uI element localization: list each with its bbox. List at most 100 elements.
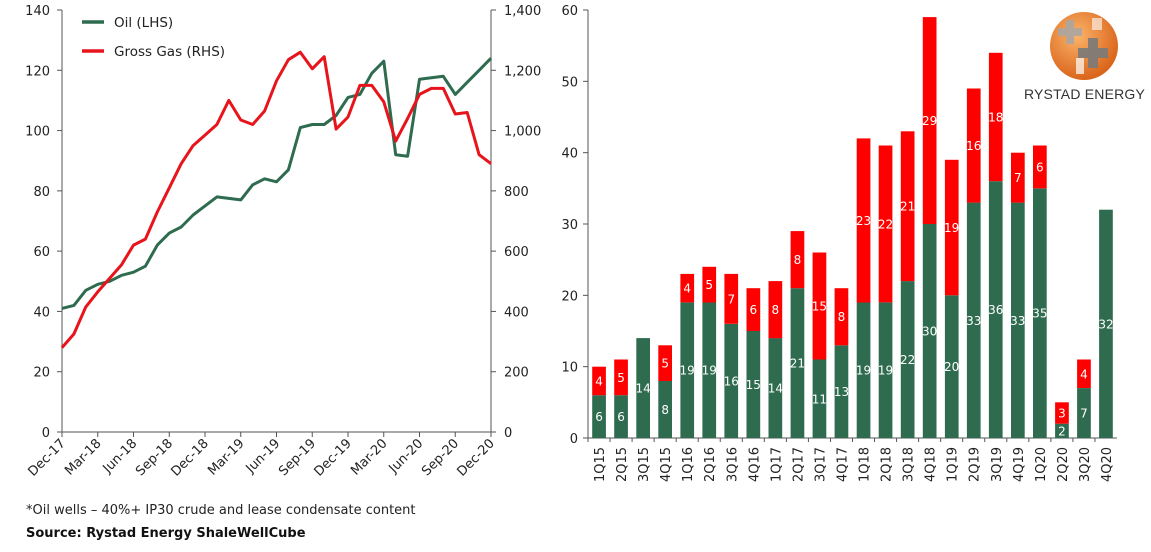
rystad-globe-icon: [1050, 12, 1118, 80]
bar-data-label: 35: [1032, 307, 1047, 321]
bar-data-label: 21: [790, 357, 805, 371]
bar-x-tick-label: 2Q20: [1056, 447, 1071, 482]
bar-x-tick-label: 1Q19: [946, 447, 961, 482]
bar-x-tick-label: 1Q18: [858, 447, 873, 482]
oil-wells-bar: [1077, 388, 1091, 438]
x-tick-label: Mar-18: [62, 436, 104, 478]
left-y-tick-label: 100: [25, 125, 50, 140]
bar-x-tick-label: 3Q16: [725, 447, 740, 482]
left-y-tick-label: 80: [33, 185, 50, 200]
oil-wells-bar: [592, 395, 606, 438]
bar-data-label: 29: [922, 114, 937, 128]
gas-wells-bar: [944, 159, 959, 296]
bar-data-label: 6: [595, 410, 603, 424]
right-y-tick-label: 800: [504, 185, 529, 200]
bar-x-tick-label: 4Q20: [1100, 447, 1115, 482]
bar-x-tick-label: 4Q16: [747, 447, 762, 482]
bar-x-tick-label: 4Q15: [659, 447, 674, 482]
bar-y-tick-label: 50: [561, 75, 578, 90]
gas-wells-bar: [614, 359, 628, 396]
bar-data-label: 16: [966, 139, 981, 153]
bar-data-label: 19: [944, 221, 959, 235]
bar-x-tick-label: 1Q15: [593, 447, 608, 482]
gas-series-line: [60, 50, 492, 349]
gas-wells-bar: [790, 231, 805, 289]
bar-data-label: 33: [966, 314, 981, 328]
oil-wells-bar: [1011, 202, 1025, 438]
bar-data-label: 19: [680, 364, 695, 378]
bar-x-tick-label: 2Q15: [615, 447, 630, 482]
oil-wells-bar: [768, 338, 783, 438]
gas-wells-bar: [658, 345, 672, 381]
left-y-tick-label: 140: [25, 4, 50, 19]
bar-x-tick-label: 4Q19: [1012, 447, 1027, 482]
bar-data-label: 30: [922, 325, 937, 339]
bar-x-tick-label: 1Q17: [769, 447, 784, 482]
gas-wells-bar: [1033, 145, 1047, 189]
bar-x-tick-label: 1Q16: [681, 447, 696, 482]
oil-wells-bar: [944, 295, 959, 438]
x-tick-label: Dec-17: [25, 436, 68, 479]
oil-wells-bar: [680, 302, 695, 438]
x-tick-label: Mar-20: [348, 436, 390, 478]
charts-canvas: 02040608010012014002004006008001,0001,20…: [25, 4, 1117, 482]
oil-wells-bar: [900, 281, 915, 438]
bar-x-tick-label: 3Q17: [813, 447, 828, 482]
bar-x-tick-label: 4Q18: [924, 447, 939, 482]
bar-x-tick-label: 1Q20: [1034, 447, 1049, 482]
bar-data-label: 8: [772, 303, 780, 317]
x-tick-label: Sep-18: [133, 436, 176, 479]
bar-y-tick-label: 60: [561, 4, 578, 19]
x-tick-label: Mar-19: [205, 436, 247, 478]
bar-y-tick-label: 10: [561, 361, 578, 376]
right-y-tick-label: 400: [504, 305, 529, 320]
gas-wells-bar: [988, 52, 1003, 182]
x-tick-label: Sep-19: [276, 436, 319, 479]
bar-data-label: 6: [617, 410, 625, 424]
oil-wells-bar: [702, 302, 717, 438]
bar-x-tick-label: 2Q19: [968, 447, 983, 482]
gas-wells-bar: [922, 17, 937, 224]
legend-label: Gross Gas (RHS): [114, 44, 225, 60]
bar-data-label: 22: [878, 218, 893, 232]
bar-data-label: 11: [812, 392, 827, 406]
oil-wells-bar: [966, 202, 981, 438]
gas-wells-bar: [1011, 152, 1025, 203]
gas-wells-bar: [702, 266, 717, 303]
gas-wells-bar: [592, 366, 606, 396]
bar-data-label: 19: [856, 364, 871, 378]
bar-data-label: 22: [900, 353, 915, 367]
oil-series-line: [61, 57, 493, 310]
bar-data-label: 13: [834, 385, 849, 399]
gas-wells-bar: [966, 88, 981, 203]
oil-wells-bar: [636, 338, 650, 438]
oil-wells-bar: [746, 331, 761, 438]
rystad-logo: RYSTAD ENERGY: [1022, 8, 1147, 108]
oil-wells-bar: [834, 345, 849, 438]
bar-data-label: 4: [1080, 367, 1088, 381]
bar-data-label: 19: [878, 364, 893, 378]
gas-wells-bar: [746, 288, 761, 331]
logo-text: RYSTAD ENERGY: [1023, 86, 1146, 102]
oil-wells-bar: [1055, 423, 1069, 438]
x-tick-label: Sep-20: [419, 436, 462, 479]
oil-wells-bar: [724, 323, 739, 438]
bar-data-label: 21: [900, 200, 915, 214]
right-y-tick-label: 600: [504, 245, 529, 260]
bar-data-label: 15: [746, 378, 761, 392]
bar-y-tick-label: 30: [561, 218, 578, 233]
oil-wells-bar: [988, 181, 1003, 438]
bar-data-label: 6: [1036, 160, 1044, 174]
bar-data-label: 4: [683, 282, 691, 296]
bar-data-label: 8: [794, 253, 802, 267]
bar-data-label: 6: [749, 303, 757, 317]
x-tick-label: Dec-19: [311, 436, 354, 479]
gas-wells-bar: [812, 252, 827, 360]
right-y-tick-label: 1,200: [504, 64, 541, 79]
left-y-tick-label: 60: [33, 245, 50, 260]
right-y-tick-label: 200: [504, 366, 529, 381]
bar-data-label: 32: [1098, 317, 1113, 331]
x-tick-label: Dec-20: [454, 436, 497, 479]
bar-x-tick-label: 3Q18: [902, 447, 917, 482]
bar-data-label: 15: [812, 300, 827, 314]
